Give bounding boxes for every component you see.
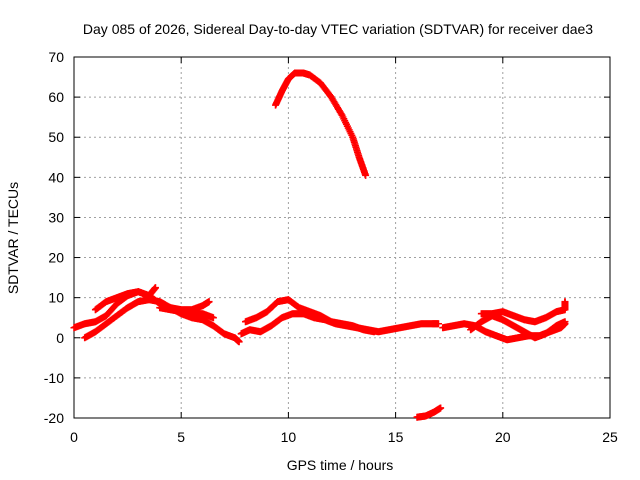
y-tick-label: -20 xyxy=(44,410,64,426)
data-point xyxy=(434,320,442,328)
series-arc-c xyxy=(91,284,159,314)
data-point xyxy=(205,298,213,306)
x-tick-label: 10 xyxy=(281,429,297,445)
data-point xyxy=(362,171,370,179)
x-tick-label: 0 xyxy=(70,429,78,445)
y-tick-label: 10 xyxy=(48,290,64,306)
x-tick-label: 25 xyxy=(602,429,618,445)
series-arc-g xyxy=(272,69,370,179)
y-tick-label: -10 xyxy=(44,370,64,386)
y-tick-label: 40 xyxy=(48,169,64,185)
x-axis-label: GPS time / hours xyxy=(287,457,394,473)
series-arc-j xyxy=(467,312,569,342)
series-arc-f xyxy=(242,296,378,336)
y-tick-label: 70 xyxy=(48,49,64,65)
y-tick-label: 20 xyxy=(48,250,64,266)
data-point xyxy=(561,318,569,326)
y-tick-label: 30 xyxy=(48,209,64,225)
chart-title: Day 085 of 2026, Sidereal Day-to-day VTE… xyxy=(83,21,593,37)
y-tick-labels: -20 -10 0 10 20 30 40 50 60 70 xyxy=(44,49,64,426)
axes xyxy=(73,56,611,419)
series-arc-d xyxy=(156,304,217,322)
series-arc-k xyxy=(477,298,569,326)
x-tick-label: 5 xyxy=(177,429,185,445)
x-tick-labels: 0 5 10 15 20 25 xyxy=(70,429,618,445)
x-tick-label: 20 xyxy=(495,429,511,445)
y-axis-label: SDTVAR / TECUs xyxy=(5,182,21,294)
data-point xyxy=(370,328,378,336)
y-tick-label: 50 xyxy=(48,129,64,145)
y-tick-label: 60 xyxy=(48,89,64,105)
series-arc-h xyxy=(413,404,445,421)
data-point xyxy=(209,314,217,322)
series-arc-i xyxy=(439,320,569,344)
data-point xyxy=(437,404,445,412)
data-point xyxy=(235,338,243,346)
x-tick-label: 15 xyxy=(388,429,404,445)
plot-border xyxy=(73,56,611,419)
y-tick-label: 0 xyxy=(56,330,64,346)
data-point xyxy=(151,284,159,292)
data-points xyxy=(70,69,569,421)
data-point xyxy=(561,298,569,306)
